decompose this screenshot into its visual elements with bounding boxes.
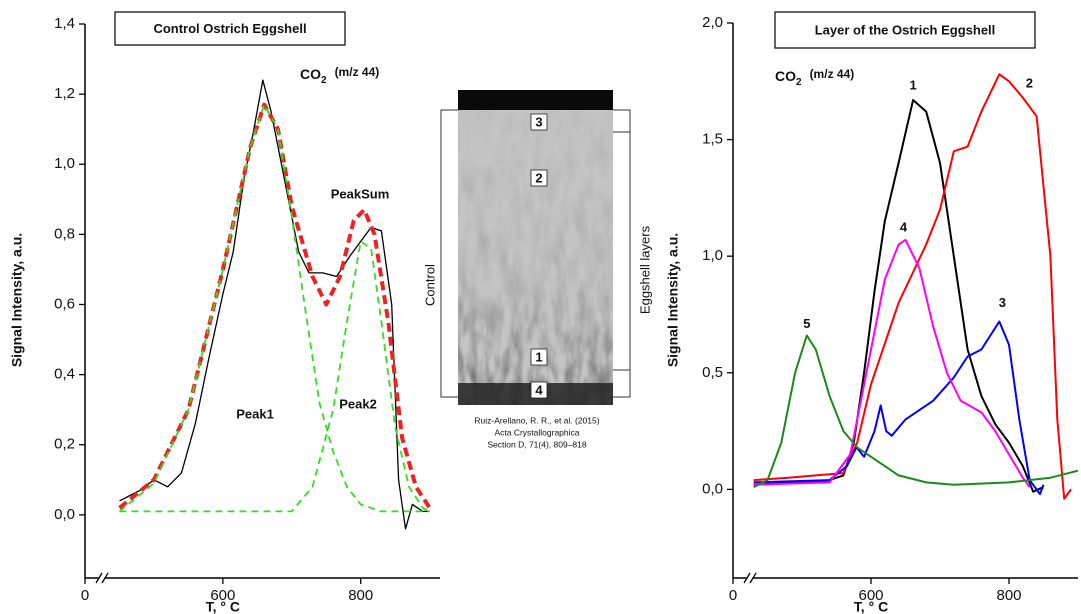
y-axis-label: Signal Intensity, a.u. <box>665 233 681 367</box>
layer-box <box>530 381 548 399</box>
series-line <box>118 103 430 513</box>
y-tick-label: 1,4 <box>54 15 75 32</box>
y-tick-label: 1,5 <box>702 131 723 148</box>
x-axis-label: T, ° C <box>854 599 888 614</box>
series-label: Peak2 <box>339 396 377 411</box>
mass-label: (m/z 44) <box>810 67 855 81</box>
series-label: 2 <box>1026 76 1033 91</box>
x-axis-label: T, ° C <box>206 599 240 614</box>
series-line <box>753 73 1072 500</box>
axis-break-gap <box>99 574 105 582</box>
series-line <box>119 240 431 513</box>
series-line <box>753 334 1079 488</box>
y-axis-label: Signal Intensity, a.u. <box>9 233 25 367</box>
y-tick-label: 1,0 <box>702 247 723 264</box>
axis-break-gap <box>747 574 753 582</box>
x-tick-label: 600 <box>858 587 883 604</box>
y-tick-label: 0,0 <box>54 506 75 523</box>
title-box <box>774 11 1036 49</box>
chart-title: Control Ostrich Eggshell <box>153 21 306 36</box>
x-tick-label: 800 <box>996 587 1021 604</box>
bracket-label: Control <box>422 264 437 306</box>
gas-label: CO2 (m/z 44) <box>300 65 379 85</box>
micrograph-top <box>458 90 613 110</box>
y-tick-label: 0,6 <box>54 295 75 312</box>
series-label: Peak1 <box>236 406 274 421</box>
series-label: 3 <box>999 295 1006 310</box>
series-line <box>753 238 1031 488</box>
series-label: 1 <box>909 77 916 92</box>
layer-box <box>530 348 548 366</box>
x-tick-label: 600 <box>210 587 235 604</box>
chart: 0,0 0,2 0,4 0,6 0,8 1,0 1,2 1,4 0 600 800 T, ° C Sig… <box>9 11 440 614</box>
gas-subscript: 2 <box>321 75 327 86</box>
axis-break <box>743 572 757 584</box>
y-tick-label: 0,8 <box>54 225 75 242</box>
layer-label: 4 <box>535 382 543 397</box>
y-tick-label: 0,2 <box>54 436 75 453</box>
layer-label: 2 <box>535 170 542 185</box>
series-line <box>119 79 430 530</box>
series-label: 4 <box>900 219 908 234</box>
x-tick-label: 0 <box>729 587 737 604</box>
series-label: PeakSum <box>331 186 390 201</box>
control-bracket <box>440 109 458 398</box>
gas-name: CO <box>775 68 796 84</box>
x-tick-label: 800 <box>348 587 373 604</box>
chart: 0,0 0,5 1,0 1,5 2,0 0 600 800 T, ° C Signal Inten… <box>665 11 1079 614</box>
layer-label: 3 <box>535 114 542 129</box>
y-tick-label: 0,0 <box>702 480 723 497</box>
y-tick-label: 2,0 <box>702 14 723 31</box>
chart-title: Layer of the Ostrich Eggshell <box>815 22 996 37</box>
bracket-label: Eggshell layers <box>637 225 652 314</box>
y-tick-label: 1,2 <box>54 85 75 102</box>
series-line <box>118 102 432 510</box>
layers-bracket <box>613 109 631 398</box>
series-line <box>753 320 1045 496</box>
layer-box <box>530 113 548 131</box>
axis-break <box>95 572 109 584</box>
layer-box <box>530 169 548 187</box>
citation: Section D, 71(4), 809–818 <box>487 439 587 449</box>
micrograph: Control Eggshell layers 3 2 1 4 Ruiz-Arella… <box>422 90 652 449</box>
series-label: 5 <box>803 316 810 331</box>
brackets <box>440 109 631 398</box>
gas-name: CO <box>300 66 321 82</box>
citation: Ruiz-Arellano, R. R., et al. (2015) <box>474 415 599 425</box>
mass-label: (m/z 44) <box>335 65 380 79</box>
title-box <box>114 11 346 46</box>
layer-label: 1 <box>535 349 542 364</box>
layer-labels: 3 2 1 4 <box>530 113 548 399</box>
y-tick-label: 0,4 <box>54 366 75 383</box>
gas-label: CO2 (m/z 44) <box>775 67 854 87</box>
x-tick-label: 0 <box>81 587 89 604</box>
citation: Acta Crystallographica <box>494 427 579 437</box>
y-tick-label: 1,0 <box>54 155 75 172</box>
y-tick-label: 0,5 <box>702 364 723 381</box>
gas-subscript: 2 <box>796 77 802 88</box>
